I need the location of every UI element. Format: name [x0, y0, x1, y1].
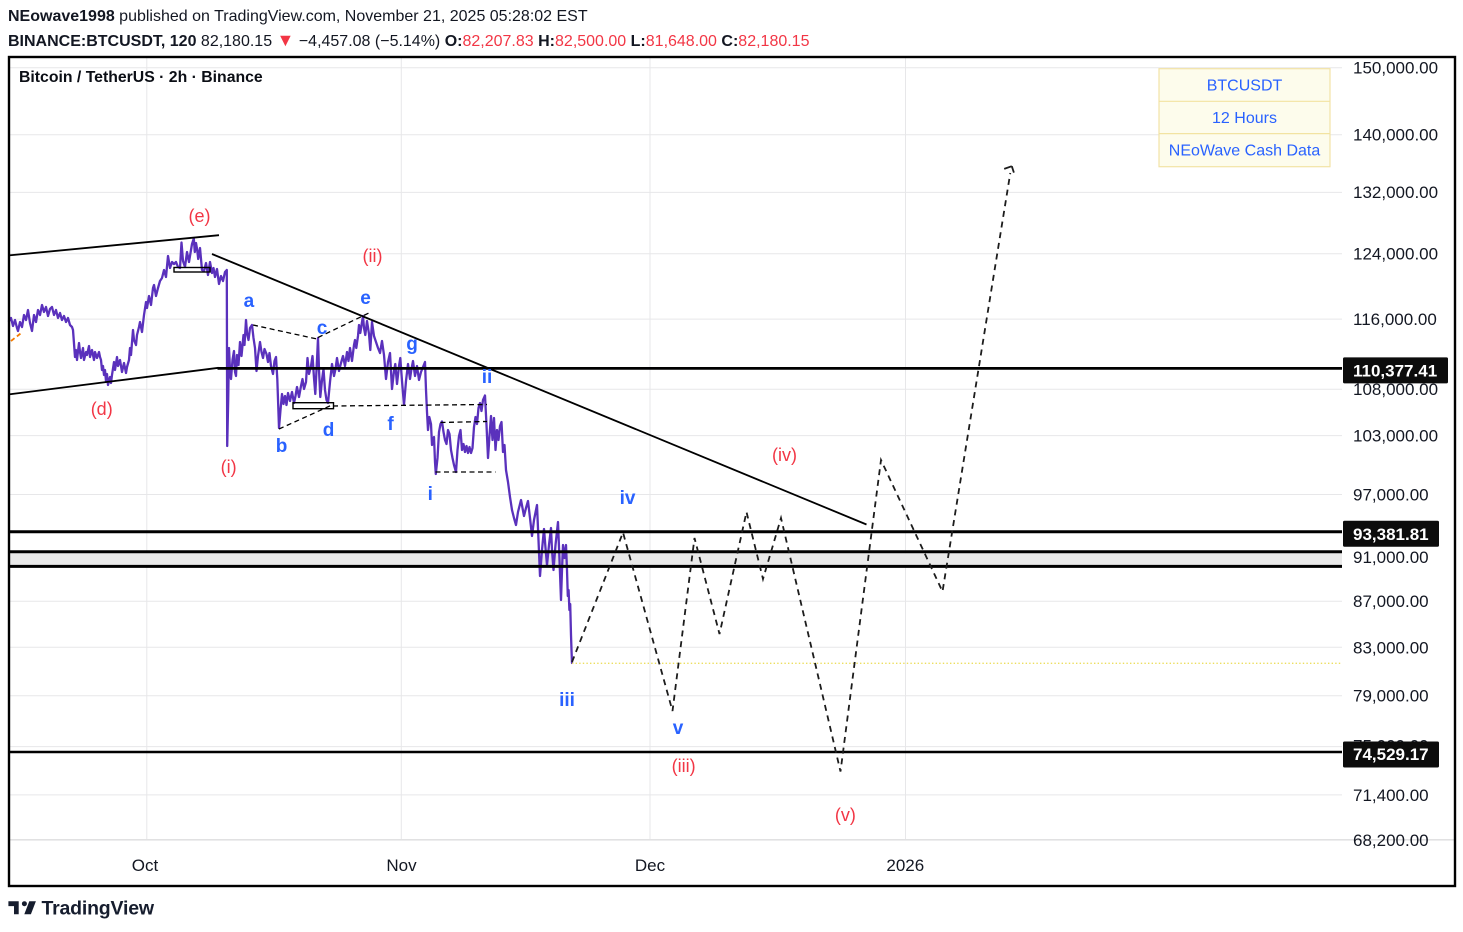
svg-text:68,200.00: 68,200.00 [1353, 831, 1429, 850]
svg-text:i: i [428, 484, 433, 505]
svg-text:(i): (i) [221, 457, 237, 477]
svg-text:(ii): (ii) [363, 246, 383, 266]
svg-text:f: f [387, 414, 394, 435]
svg-text:110,377.41: 110,377.41 [1353, 361, 1437, 380]
svg-text:g: g [406, 334, 418, 355]
svg-text:d: d [323, 420, 335, 441]
svg-text:91,000.00: 91,000.00 [1353, 548, 1429, 567]
svg-text:108,000.00: 108,000.00 [1353, 380, 1438, 399]
svg-text:97,000.00: 97,000.00 [1353, 486, 1429, 505]
svg-text:150,000.00: 150,000.00 [1353, 59, 1438, 78]
svg-text:NEoWave Cash Data: NEoWave Cash Data [1169, 143, 1321, 160]
svg-text:103,000.00: 103,000.00 [1353, 427, 1438, 446]
svg-text:12 Hours: 12 Hours [1212, 110, 1277, 127]
svg-text:Bitcoin / TetherUS · 2h · Bina: Bitcoin / TetherUS · 2h · Binance [19, 69, 263, 86]
svg-text:74,529.17: 74,529.17 [1353, 745, 1429, 764]
svg-text:2026: 2026 [886, 856, 924, 875]
svg-text:BTCUSDT: BTCUSDT [1207, 78, 1283, 95]
svg-text:c: c [317, 318, 328, 339]
svg-text:71,400.00: 71,400.00 [1353, 786, 1429, 805]
svg-text:140,000.00: 140,000.00 [1353, 126, 1438, 145]
svg-text:87,000.00: 87,000.00 [1353, 592, 1429, 611]
svg-text:132,000.00: 132,000.00 [1353, 183, 1438, 202]
svg-text:iii: iii [559, 690, 575, 711]
svg-text:116,000.00: 116,000.00 [1353, 310, 1437, 329]
svg-text:(iv): (iv) [772, 445, 797, 465]
svg-text:Dec: Dec [635, 856, 666, 875]
svg-text:83,000.00: 83,000.00 [1353, 638, 1429, 657]
svg-text:iv: iv [620, 488, 636, 509]
svg-text:e: e [360, 288, 371, 309]
svg-text:(iii): (iii) [672, 756, 696, 776]
svg-text:Oct: Oct [132, 856, 159, 875]
svg-text:(v): (v) [835, 805, 856, 825]
svg-text:ii: ii [482, 367, 493, 388]
svg-text:93,381.81: 93,381.81 [1353, 525, 1429, 544]
svg-text:79,000.00: 79,000.00 [1353, 687, 1429, 706]
svg-text:TradingView: TradingView [42, 899, 155, 920]
svg-text:a: a [244, 291, 255, 312]
svg-text:b: b [276, 436, 288, 457]
svg-text:Nov: Nov [386, 856, 417, 875]
svg-text:124,000.00: 124,000.00 [1353, 245, 1438, 264]
svg-text:(d): (d) [91, 399, 113, 419]
svg-text:v: v [673, 718, 684, 739]
svg-text:(e): (e) [189, 206, 211, 226]
